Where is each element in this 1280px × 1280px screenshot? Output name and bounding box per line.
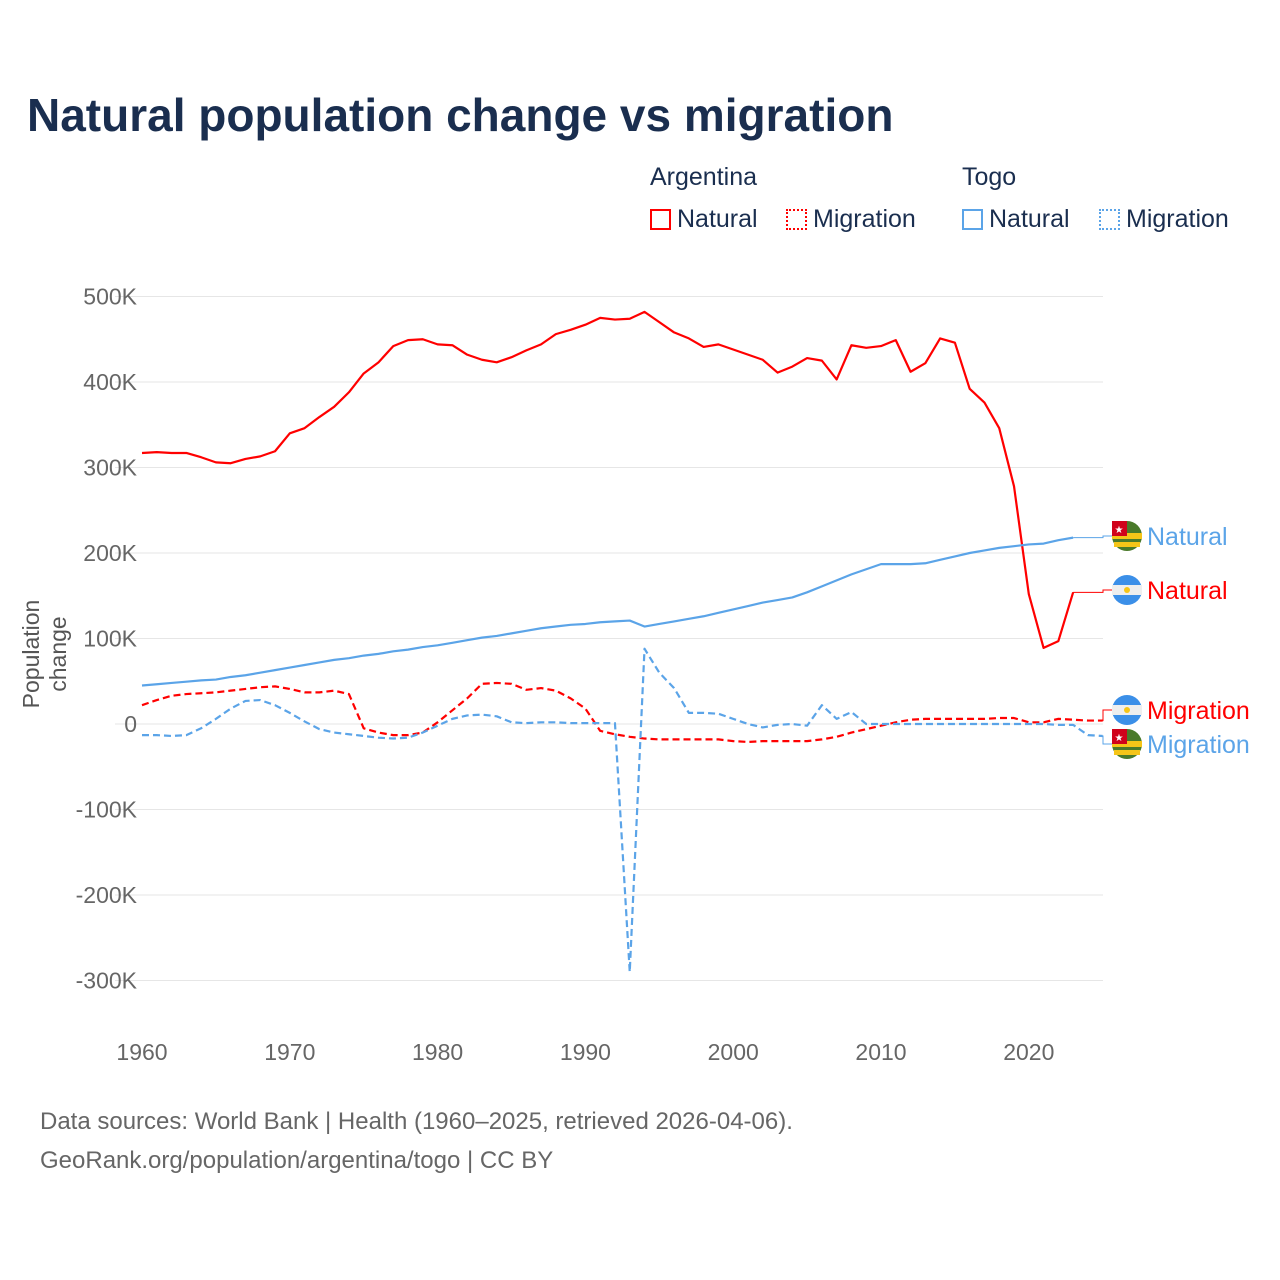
togo-flag-star: ★ [1115, 525, 1124, 536]
legend-swatch [786, 209, 807, 230]
x-tick-label: 1960 [116, 1039, 167, 1065]
label-connector [1073, 535, 1112, 539]
series-end-label: Natural [1147, 523, 1228, 551]
legend-label: Migration [1126, 205, 1229, 233]
series-end-label: Migration [1147, 697, 1250, 725]
y-tick-label: -200K [76, 882, 138, 908]
series-line-togo-migration [142, 647, 1103, 974]
x-tick-label: 2020 [1003, 1039, 1054, 1065]
togo-flag-icon [1112, 729, 1127, 744]
legend-argentina-natural[interactable]: Natural [650, 205, 758, 234]
y-tick-label: 300K [83, 455, 137, 481]
togo-flag-star: ★ [1115, 733, 1124, 744]
legend-label: Natural [989, 205, 1070, 233]
label-connector [1073, 589, 1112, 593]
y-tick-label: 400K [83, 369, 137, 395]
series-end-label: Migration [1147, 731, 1250, 759]
y-tick-label: -100K [76, 797, 138, 823]
legend-label: Migration [813, 205, 916, 233]
series-line-argentina-migration [141, 681, 1103, 744]
togo-flag-icon [1112, 521, 1127, 536]
legend-togo-migration[interactable]: Migration [1099, 205, 1229, 234]
legend-group-argentina: Argentina [650, 163, 758, 191]
footer-source: Data sources: World Bank | Health (1960–… [40, 1108, 793, 1135]
series-line-togo-natural [141, 536, 1074, 687]
series-line-argentina-natural [141, 310, 1075, 650]
togo-flag-icon [1114, 542, 1140, 547]
legend-swatch [1099, 209, 1120, 230]
legend-group-togo: Togo [962, 163, 1017, 191]
y-tick-label: 200K [83, 540, 137, 566]
togo-flag-icon [1114, 750, 1140, 755]
series-end-label: Natural [1147, 577, 1228, 605]
argentina-flag-icon [1124, 707, 1130, 713]
y-tick-label: 100K [83, 626, 137, 652]
y-tick-label: 0 [124, 711, 137, 737]
y-tick-label: 500K [83, 284, 137, 310]
legend-argentina-migration[interactable]: Migration [786, 205, 916, 234]
legend-label: Natural [677, 205, 758, 233]
x-tick-label: 2000 [708, 1039, 759, 1065]
argentina-flag-icon [1124, 587, 1130, 593]
legend-swatch [650, 209, 671, 230]
label-connector [1102, 735, 1112, 745]
y-tick-label: -300K [76, 968, 138, 994]
label-connector [1102, 709, 1112, 722]
legend-togo-natural[interactable]: Natural [962, 205, 1070, 234]
legend-swatch [962, 209, 983, 230]
x-tick-label: 1990 [560, 1039, 611, 1065]
chart-title: Natural population change vs migration [27, 89, 894, 141]
x-tick-label: 1980 [412, 1039, 463, 1065]
x-tick-label: 2010 [855, 1039, 906, 1065]
x-tick-label: 1970 [264, 1039, 315, 1065]
footer-link[interactable]: GeoRank.org/population/argentina/togo | … [40, 1147, 554, 1174]
